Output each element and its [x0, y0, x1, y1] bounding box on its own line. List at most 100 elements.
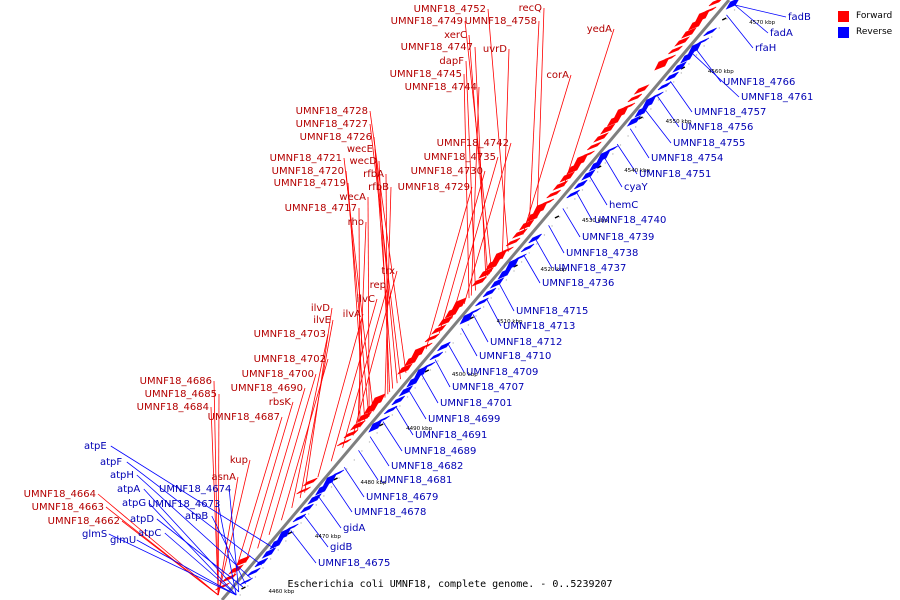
- forward-gene: [370, 393, 386, 407]
- tick-mark: [596, 165, 602, 169]
- reverse-gene-label: UMNF18_4740: [594, 215, 666, 226]
- reverse-gene: [475, 297, 489, 307]
- tick-label: 4540 kbp: [624, 168, 650, 174]
- leader-line: [378, 160, 391, 393]
- leader-line: [317, 313, 364, 478]
- forward-gene-label: rho: [348, 217, 364, 228]
- forward-gene: [599, 123, 616, 135]
- minor-tick: [520, 261, 523, 263]
- minor-tick: [733, 9, 736, 11]
- forward-gene-label: UMNF18_4742: [437, 138, 509, 149]
- reverse-gene: [634, 105, 649, 118]
- leader-line: [110, 445, 276, 550]
- legend-reverse: Reverse: [838, 24, 892, 40]
- reverse-gene-label: glmU: [110, 535, 136, 546]
- leader-line: [357, 221, 367, 430]
- leader-line: [299, 319, 334, 499]
- forward-gene: [674, 36, 691, 47]
- leader-line: [143, 488, 240, 593]
- leader-line: [472, 314, 489, 343]
- minor-tick: [330, 486, 333, 488]
- reverse-gene: [672, 61, 687, 73]
- minor-tick: [589, 180, 591, 182]
- leader-line: [136, 474, 251, 579]
- minor-tick: [475, 315, 477, 317]
- tick-mark: [287, 531, 293, 535]
- reverse-gene: [398, 385, 414, 397]
- leader-line: [318, 496, 342, 529]
- forward-gene-label: UMNF18_4728: [296, 106, 368, 117]
- leader-line: [616, 143, 638, 175]
- map-caption: Escherichia coli UMNF18, complete genome…: [287, 579, 613, 590]
- leader-line: [468, 34, 489, 276]
- reverse-gene: [489, 277, 505, 289]
- leader-line: [358, 450, 379, 481]
- reverse-gene-label: UMNF18_4737: [554, 263, 626, 274]
- tick-marks: [239, 9, 736, 596]
- leader-line: [434, 359, 451, 388]
- reverse-gene: [285, 523, 299, 532]
- reverse-gene-label: UMNF18_4754: [651, 153, 723, 164]
- tick-mark: [680, 66, 686, 70]
- leader-line: [257, 387, 306, 549]
- leader-line: [408, 390, 427, 420]
- minor-tick: [490, 297, 492, 299]
- tick-mark: [638, 116, 643, 120]
- forward-gene: [552, 180, 569, 191]
- reverse-gene-label: UMNF18_4674: [159, 484, 231, 495]
- leader-line: [726, 14, 754, 49]
- forward-gene-label: ilvE: [313, 315, 331, 326]
- minor-tick: [452, 342, 454, 344]
- leader-line: [352, 270, 398, 436]
- leader-line: [347, 182, 366, 422]
- minor-tick: [285, 540, 287, 542]
- minor-tick: [482, 306, 485, 308]
- tick-mark: [241, 586, 246, 590]
- forward-gene-label: UMNF18_4752: [414, 4, 486, 15]
- reverse-gene: [330, 469, 345, 478]
- leader-line: [604, 158, 623, 188]
- leader-line: [464, 20, 493, 272]
- leader-line: [421, 374, 439, 404]
- forward-gene-label: UMNF18_4686: [140, 376, 212, 387]
- minor-tick: [695, 54, 698, 56]
- forward-gene: [633, 84, 650, 95]
- reverse-gene: [520, 243, 535, 253]
- forward-gene-label: UMNF18_4729: [398, 182, 470, 193]
- minor-tick: [300, 522, 302, 524]
- reverse-gene-label: atpF: [100, 457, 122, 468]
- reverse-gene: [680, 51, 695, 64]
- reverse-gene-label: UMNF18_4739: [582, 232, 654, 243]
- reverse-gene-label: atpH: [110, 470, 134, 481]
- reverse-gene-label: atpB: [185, 511, 208, 522]
- reverse-gene: [247, 567, 261, 577]
- forward-gene-label: rfbB: [368, 182, 389, 193]
- minor-tick: [711, 36, 713, 38]
- tick-mark: [513, 264, 518, 268]
- leader-line: [148, 502, 237, 596]
- leader-line: [369, 436, 390, 467]
- tick-label: 4520 kbp: [541, 267, 567, 273]
- leader-line: [670, 81, 693, 113]
- reverse-gene-label: UMNF18_4738: [566, 248, 638, 259]
- forward-gene: [471, 276, 488, 287]
- forward-gene-label: UMNF18_4717: [285, 203, 357, 214]
- forward-gene-label: UMNF18_4720: [272, 166, 344, 177]
- legend-reverse-swatch: [838, 26, 849, 38]
- tick-label: 4550 kbp: [666, 119, 692, 125]
- reverse-gene: [376, 415, 390, 424]
- forward-gene-label: asnA: [211, 472, 236, 483]
- legend-reverse-label: Reverse: [856, 27, 893, 37]
- minor-tick: [444, 351, 447, 353]
- minor-tick: [460, 333, 462, 335]
- leader-line: [358, 207, 361, 428]
- minor-tick: [505, 279, 508, 281]
- minor-tick: [528, 252, 530, 254]
- leader-line: [692, 53, 740, 98]
- forward-gene-label: UMNF18_4662: [48, 516, 120, 527]
- tick-mark: [554, 215, 560, 219]
- forward-gene-label: UMNF18_4747: [401, 42, 473, 53]
